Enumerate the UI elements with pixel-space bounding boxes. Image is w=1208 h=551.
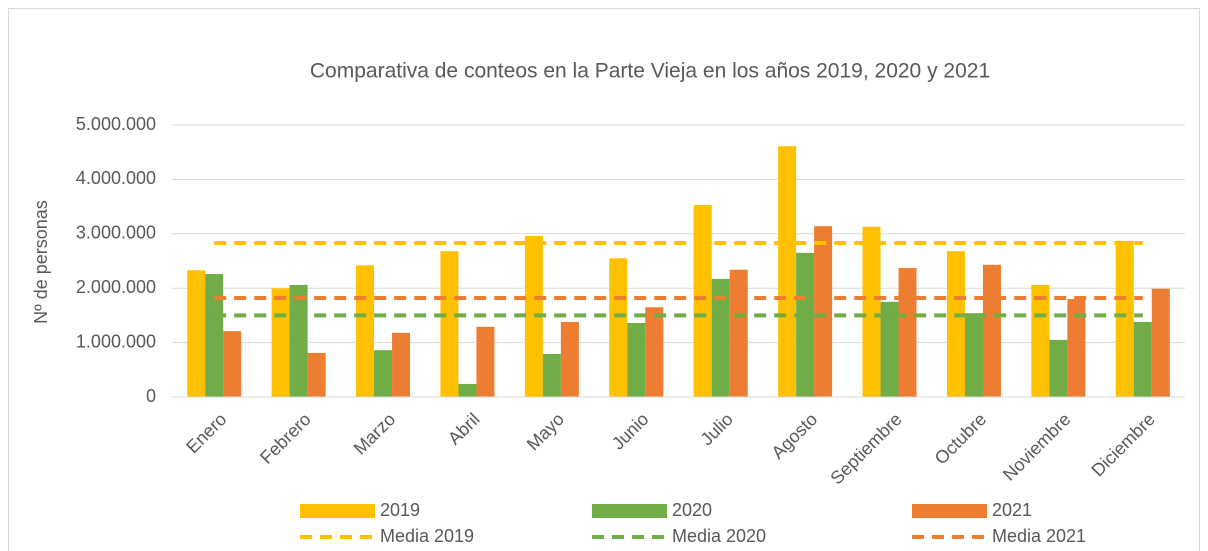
bar — [645, 307, 664, 397]
bar — [524, 235, 543, 397]
legend-label: Media 2020 — [672, 526, 766, 546]
y-tick-label: 1.000.000 — [76, 331, 156, 351]
y-tick-label: 5.000.000 — [76, 114, 156, 134]
y-tick-label: 2.000.000 — [76, 277, 156, 297]
bar — [1151, 288, 1170, 397]
bar — [796, 252, 815, 397]
bar — [982, 264, 1001, 397]
bar — [964, 313, 983, 397]
legend-label: Media 2021 — [992, 526, 1086, 546]
legend-swatch — [300, 504, 375, 518]
bar — [223, 331, 242, 397]
legend-label: 2019 — [380, 500, 420, 520]
bar — [374, 350, 393, 397]
bar — [1049, 339, 1068, 397]
bar — [271, 288, 290, 397]
bar — [476, 326, 495, 397]
legend-swatch — [912, 504, 987, 518]
y-tick-label: 3.000.000 — [76, 223, 156, 243]
legend-label: 2020 — [672, 500, 712, 520]
bar — [711, 278, 730, 397]
bar — [356, 265, 375, 397]
bar — [609, 258, 628, 397]
legend-label: Media 2019 — [380, 526, 474, 546]
bar — [880, 301, 899, 397]
bar — [392, 332, 411, 397]
bar — [729, 269, 748, 397]
bar — [560, 321, 579, 397]
bar — [289, 284, 308, 397]
bar — [1031, 284, 1050, 397]
bar — [307, 352, 326, 397]
bar — [440, 251, 459, 397]
bar — [542, 354, 561, 397]
chart-title: Comparativa de conteos en la Parte Vieja… — [310, 60, 990, 83]
bar — [205, 274, 224, 397]
bar — [693, 204, 712, 397]
bar — [627, 323, 646, 397]
bar — [778, 146, 797, 397]
bar — [1133, 321, 1152, 397]
y-axis-label: Nº de personas — [31, 200, 51, 324]
bar — [898, 268, 917, 397]
legend-swatch — [592, 504, 667, 518]
bar — [862, 226, 881, 397]
y-tick-label: 4.000.000 — [76, 168, 156, 188]
bar — [1115, 240, 1134, 397]
bar — [814, 226, 833, 397]
y-tick-label: 0 — [146, 386, 156, 406]
bar — [187, 270, 206, 397]
bar — [946, 251, 965, 397]
bar — [1067, 299, 1086, 397]
legend-label: 2021 — [992, 500, 1032, 520]
bar — [458, 383, 477, 397]
